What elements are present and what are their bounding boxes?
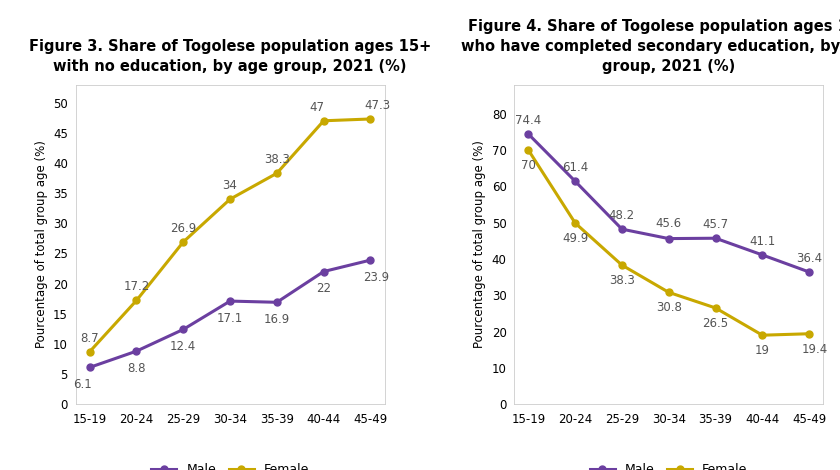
Line: Female: Female — [87, 116, 374, 355]
Text: 12.4: 12.4 — [171, 340, 197, 353]
Male — [664, 236, 674, 242]
Text: 41.1: 41.1 — [749, 235, 775, 248]
Y-axis label: Pourcentage of total group age (%): Pourcentage of total group age (%) — [34, 141, 48, 348]
Text: 6.1: 6.1 — [73, 378, 92, 391]
Text: 22: 22 — [316, 282, 331, 295]
Text: 36.4: 36.4 — [796, 252, 822, 265]
Text: 26.9: 26.9 — [171, 222, 197, 235]
Female — [365, 116, 375, 122]
Text: 47: 47 — [309, 101, 324, 114]
Female — [804, 331, 814, 337]
Male — [178, 327, 188, 332]
Male — [225, 298, 235, 304]
Text: 34: 34 — [223, 179, 238, 192]
Legend: Male, Female: Male, Female — [146, 458, 314, 470]
Male — [523, 131, 533, 137]
Male — [131, 348, 141, 354]
Female — [711, 305, 721, 311]
Text: 8.7: 8.7 — [81, 331, 99, 345]
Text: 49.9: 49.9 — [562, 232, 588, 245]
Male — [617, 227, 627, 232]
Female — [272, 171, 282, 176]
Text: 70: 70 — [521, 159, 536, 172]
Line: Female: Female — [525, 147, 812, 339]
Text: 30.8: 30.8 — [656, 301, 682, 314]
Female — [85, 349, 95, 354]
Text: 38.3: 38.3 — [264, 153, 290, 166]
Text: 74.4: 74.4 — [515, 114, 542, 127]
Female — [318, 118, 328, 124]
Text: 17.1: 17.1 — [217, 312, 244, 325]
Female — [570, 220, 580, 226]
Text: 17.2: 17.2 — [123, 280, 150, 293]
Male — [365, 257, 375, 263]
Text: 61.4: 61.4 — [562, 161, 588, 174]
Male — [758, 252, 768, 258]
Female — [225, 196, 235, 202]
Text: 26.5: 26.5 — [702, 317, 728, 330]
Line: Male: Male — [525, 131, 812, 275]
Female — [664, 290, 674, 295]
Title: Figure 3. Share of Togolese population ages 15+
with no education, by age group,: Figure 3. Share of Togolese population a… — [29, 39, 431, 74]
Female — [758, 332, 768, 338]
Y-axis label: Pourcentage of total group age (%): Pourcentage of total group age (%) — [473, 141, 486, 348]
Legend: Male, Female: Male, Female — [585, 458, 753, 470]
Male — [85, 365, 95, 370]
Male — [711, 235, 721, 241]
Male — [804, 269, 814, 275]
Text: 19: 19 — [755, 344, 769, 357]
Female — [178, 239, 188, 245]
Text: 23.9: 23.9 — [363, 271, 389, 284]
Text: 48.2: 48.2 — [609, 209, 635, 222]
Text: 16.9: 16.9 — [264, 313, 290, 326]
Female — [523, 147, 533, 153]
Female — [131, 298, 141, 303]
Line: Male: Male — [87, 257, 374, 371]
Text: 45.7: 45.7 — [702, 218, 728, 231]
Text: 45.6: 45.6 — [656, 217, 682, 229]
Text: 8.8: 8.8 — [127, 362, 145, 375]
Text: 19.4: 19.4 — [801, 343, 828, 356]
Female — [617, 262, 627, 268]
Text: 38.3: 38.3 — [609, 274, 635, 287]
Text: 47.3: 47.3 — [365, 99, 391, 112]
Male — [318, 269, 328, 274]
Title: Figure 4. Share of Togolese population ages 15+
who have completed secondary edu: Figure 4. Share of Togolese population a… — [461, 19, 840, 74]
Male — [272, 299, 282, 305]
Male — [570, 179, 580, 184]
